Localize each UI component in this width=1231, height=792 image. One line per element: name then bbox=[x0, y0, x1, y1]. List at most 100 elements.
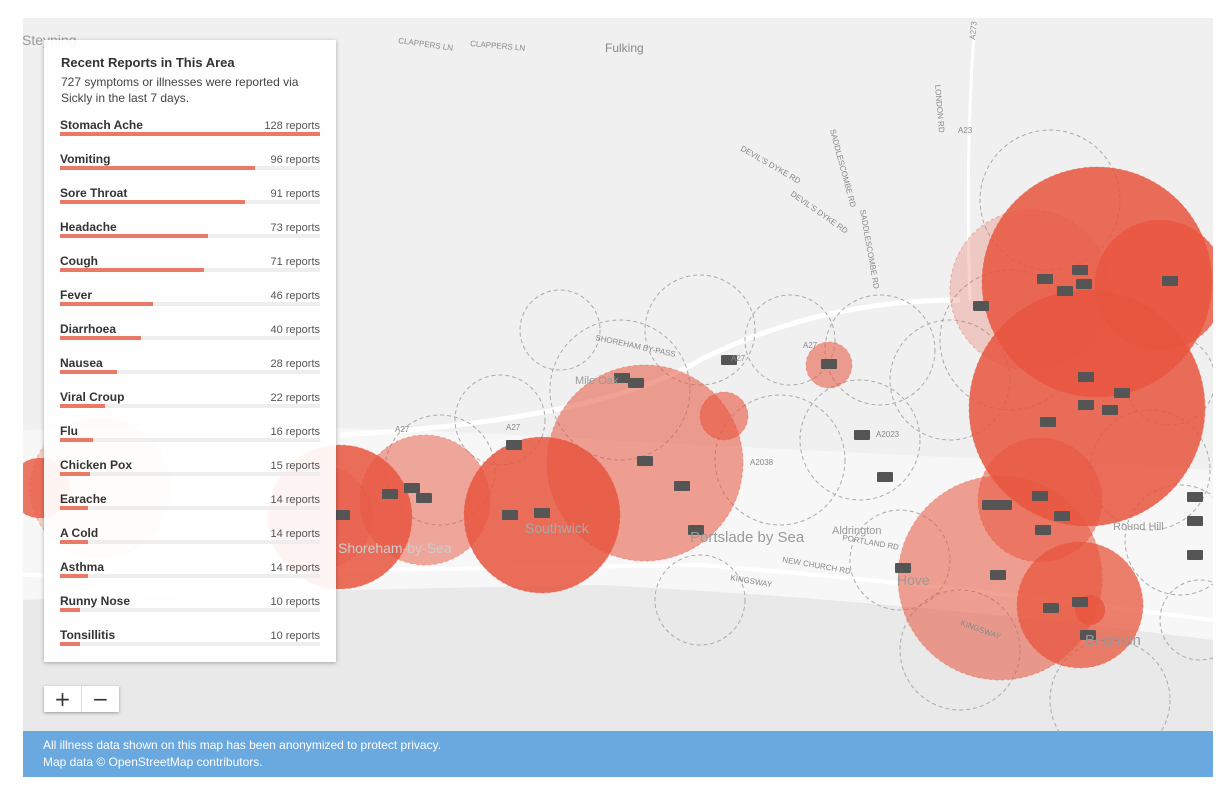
report-count: 14 reports bbox=[270, 562, 320, 574]
zoom-out[interactable]: − bbox=[81, 686, 119, 712]
bar bbox=[60, 302, 154, 306]
report-item: Vomiting 96 reports bbox=[60, 152, 320, 182]
clinic-icon bbox=[1043, 603, 1059, 613]
clinic-icon bbox=[1078, 372, 1094, 382]
panel-subtitle: 727 symptoms or illnesses were reported … bbox=[61, 75, 299, 105]
report-count: 28 reports bbox=[270, 358, 320, 370]
clinic-icon bbox=[1187, 492, 1203, 502]
report-item: Tonsillitis 10 reports bbox=[60, 628, 320, 658]
report-count: 128 reports bbox=[264, 120, 320, 132]
report-count: 40 reports bbox=[270, 324, 320, 336]
clinic-icon bbox=[404, 483, 420, 493]
clinic-icon bbox=[982, 500, 998, 510]
clinic-icon bbox=[1040, 417, 1056, 427]
map-label: Portslade by Sea bbox=[690, 529, 805, 546]
bar bbox=[60, 234, 209, 238]
clinic-icon bbox=[1072, 597, 1088, 607]
bar-track bbox=[60, 404, 320, 408]
clinic-icon bbox=[996, 500, 1012, 510]
symptom-name: A Cold bbox=[60, 526, 99, 540]
bar bbox=[60, 540, 89, 544]
bar-track bbox=[60, 268, 320, 272]
clinic-icon bbox=[1187, 516, 1203, 526]
report-item: Fever 46 reports bbox=[60, 288, 320, 318]
clinic-icon bbox=[990, 570, 1006, 580]
report-count: 14 reports bbox=[270, 528, 320, 540]
clinic-icon bbox=[854, 430, 870, 440]
area-outline bbox=[824, 294, 936, 406]
report-item: A Cold 14 reports bbox=[60, 526, 320, 556]
panel-title: Recent Reports in This Area bbox=[61, 55, 235, 70]
report-item: Cough 71 reports bbox=[60, 254, 320, 284]
clinic-icon bbox=[821, 359, 837, 369]
report-item: Stomach Ache 128 reports bbox=[60, 118, 320, 148]
symptom-name: Nausea bbox=[60, 356, 103, 370]
clinic-icon bbox=[1037, 274, 1053, 284]
map-label: A23 bbox=[958, 126, 973, 135]
report-count: 91 reports bbox=[270, 188, 320, 200]
clinic-icon bbox=[534, 508, 550, 518]
report-count: 22 reports bbox=[270, 392, 320, 404]
clinic-icon bbox=[1162, 276, 1178, 286]
clinic-icon bbox=[973, 301, 989, 311]
symptom-name: Viral Croup bbox=[60, 390, 125, 404]
clinic-icon bbox=[1114, 388, 1130, 398]
zoom-in[interactable]: + bbox=[44, 686, 81, 712]
symptom-name: Diarrhoea bbox=[60, 322, 117, 336]
bar-track bbox=[60, 370, 320, 374]
area-outline bbox=[519, 289, 601, 371]
clinic-icon bbox=[1054, 511, 1070, 521]
report-count: 96 reports bbox=[270, 154, 320, 166]
bar-track bbox=[60, 608, 320, 612]
symptom-name: Vomiting bbox=[60, 152, 111, 166]
clinic-icon bbox=[895, 563, 911, 573]
clinic-icon bbox=[382, 489, 398, 499]
report-item: Nausea 28 reports bbox=[60, 356, 320, 386]
symptom-name: Headache bbox=[60, 220, 117, 234]
report-count: 16 reports bbox=[270, 426, 320, 438]
map-label: A27 bbox=[506, 423, 521, 432]
footer-note: All illness data shown on this map has b… bbox=[43, 738, 441, 752]
report-count: 14 reports bbox=[270, 494, 320, 506]
bar bbox=[60, 506, 89, 510]
clinic-icon bbox=[1102, 405, 1118, 415]
map-label: A273 bbox=[968, 20, 979, 40]
bar-track bbox=[60, 336, 320, 340]
clinic-icon bbox=[637, 456, 653, 466]
report-item: Sore Throat 91 reports bbox=[60, 186, 320, 216]
clinic-icon bbox=[502, 510, 518, 520]
bar-track bbox=[60, 132, 320, 136]
map-label: Fulking bbox=[605, 41, 644, 55]
clinic-icon bbox=[877, 472, 893, 482]
map-label: Mile Oak bbox=[575, 375, 619, 387]
bar-track bbox=[60, 302, 320, 306]
clinic-icon bbox=[674, 481, 690, 491]
bar-track bbox=[60, 540, 320, 544]
report-count: 10 reports bbox=[270, 596, 320, 608]
bar bbox=[60, 608, 81, 612]
clinic-icon bbox=[1080, 630, 1096, 640]
report-item: Asthma 14 reports bbox=[60, 560, 320, 590]
report-item: Viral Croup 22 reports bbox=[60, 390, 320, 420]
symptom-name: Asthma bbox=[60, 560, 105, 574]
symptom-name: Sore Throat bbox=[60, 186, 128, 200]
clinic-icon bbox=[1072, 265, 1088, 275]
area-outline bbox=[654, 554, 746, 646]
map-label: A2038 bbox=[750, 458, 774, 467]
area-outline bbox=[744, 294, 836, 386]
report-item: Flu 16 reports bbox=[60, 424, 320, 454]
report-area bbox=[699, 391, 749, 441]
clinic-icon bbox=[1187, 550, 1203, 560]
report-item: Headache 73 reports bbox=[60, 220, 320, 250]
bar bbox=[60, 268, 205, 272]
map-label: Shoreham-by-Sea bbox=[338, 540, 452, 556]
bar-track bbox=[60, 200, 320, 204]
bar-track bbox=[60, 234, 320, 238]
bar bbox=[60, 132, 320, 136]
symptom-name: Stomach Ache bbox=[60, 118, 143, 132]
symptom-name: Fever bbox=[60, 288, 93, 302]
clinic-icon bbox=[1076, 279, 1092, 289]
report-item: Earache 14 reports bbox=[60, 492, 320, 522]
symptom-name: Flu bbox=[60, 424, 78, 438]
